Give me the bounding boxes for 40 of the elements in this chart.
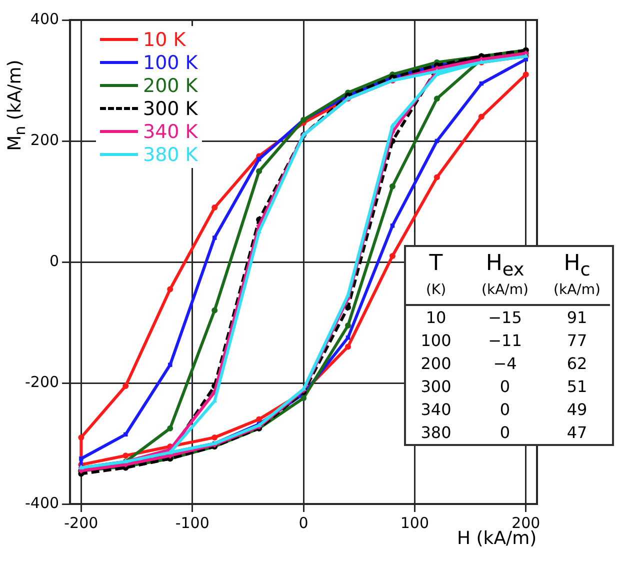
x-tick-label: -200: [64, 514, 98, 532]
x-tick-label: 100: [400, 514, 430, 532]
annotation: 0: [498, 399, 512, 422]
annotation: −15: [487, 307, 523, 330]
annotation: 380: [420, 422, 452, 444]
annotation: T: [428, 250, 444, 278]
x-axis-title: H (kA/m): [457, 528, 537, 549]
annotation: 340: [420, 399, 452, 422]
annotation: 200: [420, 353, 452, 376]
y-tick-label: -200: [24, 372, 60, 391]
annotation: (K): [406, 280, 466, 306]
text: H$_{c}$: [562, 250, 592, 280]
text: 91: [566, 307, 588, 330]
legend-label: 100 K: [143, 52, 198, 74]
text: 77: [566, 330, 588, 352]
annotation: −11: [487, 330, 523, 352]
annotation: (kA/m): [466, 280, 544, 306]
annotation: 0: [498, 422, 512, 444]
text: 62: [566, 353, 588, 376]
annotation: 0: [498, 376, 512, 398]
legend-label: 10 K: [143, 28, 186, 50]
annotation: 100: [420, 330, 452, 352]
annotation: 10: [424, 307, 448, 330]
y-tick-label: 400: [30, 10, 60, 28]
y-tick-label: 0: [49, 252, 60, 270]
text: (kA/m): [544, 280, 610, 306]
y-tick-label: -400: [24, 494, 60, 512]
legend-label: 200 K: [143, 74, 198, 96]
x-tick-label: -100: [175, 514, 210, 532]
x-tick-label: 0: [298, 514, 308, 532]
y-tick-label: 200: [30, 130, 60, 149]
legend-label: 340 K: [143, 120, 198, 142]
legend-label: 300 K: [143, 98, 198, 120]
legend-label: 380 K: [143, 144, 198, 166]
annotation: 300: [420, 376, 452, 398]
text: 49: [566, 399, 588, 422]
text: 47: [566, 422, 588, 444]
annotation: −4: [492, 353, 518, 376]
annotation: H$_{ex}$: [484, 250, 526, 280]
text: 51: [566, 376, 588, 398]
